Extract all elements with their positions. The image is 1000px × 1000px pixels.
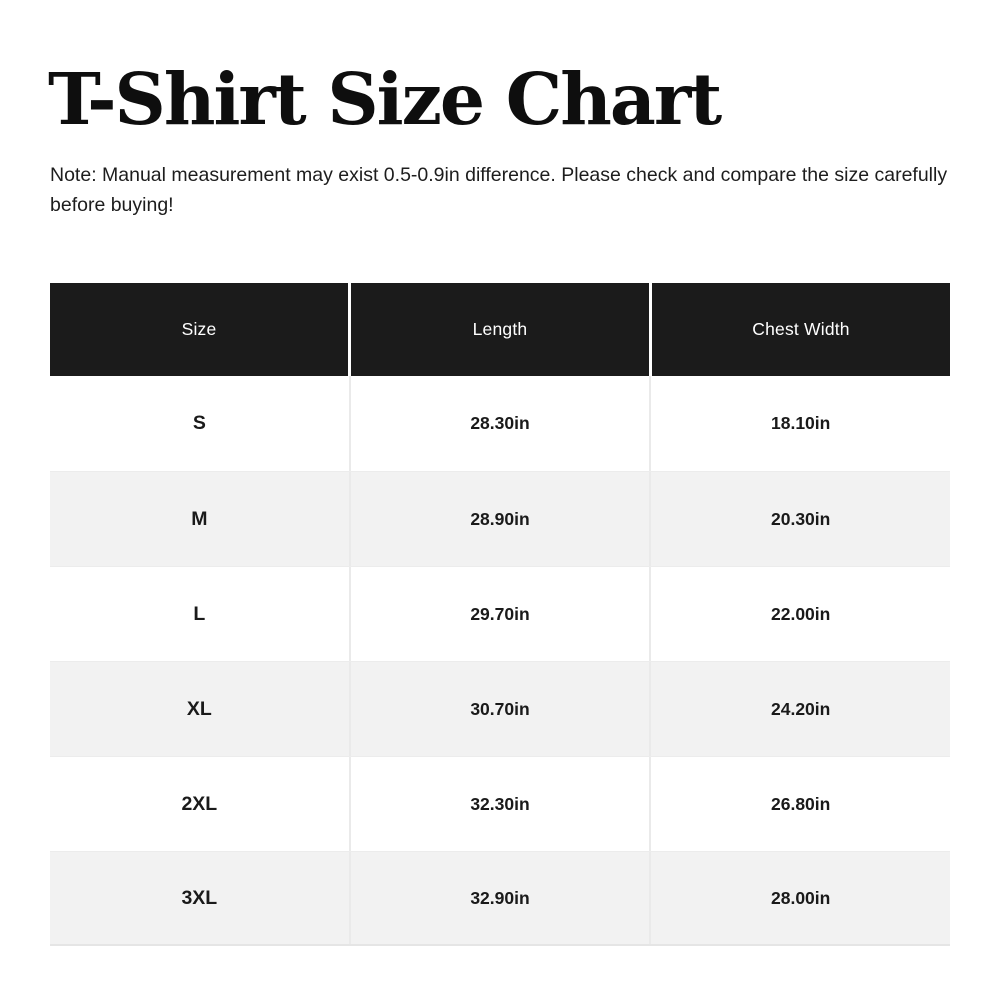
cell-chest-width: 22.00in (649, 567, 950, 661)
cell-size: 2XL (181, 792, 218, 815)
cell-chest-width: 20.30in (649, 472, 950, 566)
cell-size: L (193, 602, 206, 625)
cell-chest-width: 24.20in (649, 662, 950, 756)
cell-chest-width: 26.80in (649, 757, 950, 851)
cell-length: 30.70in (348, 662, 650, 756)
table-row-xl: XL 30.70in 24.20in (50, 661, 950, 756)
table-row-s: S 28.30in 18.10in (50, 376, 950, 471)
header-cell-chest-width: Chest Width (652, 283, 950, 376)
cell-length: 28.90in (348, 472, 650, 566)
cell-size: M (191, 507, 208, 530)
table-body: S 28.30in 18.10in M 28.90in 20.30in L 29… (50, 376, 950, 946)
page-title: T-Shirt Size Chart (48, 57, 722, 141)
cell-size: S (192, 412, 206, 434)
cell-chest-width: 28.00in (649, 852, 950, 944)
table-row-2xl: 2XL 32.30in 26.80in (50, 756, 950, 851)
cell-length: 28.30in (348, 376, 650, 471)
header-cell-length: Length (351, 283, 649, 376)
cell-length: 32.30in (348, 757, 650, 851)
cell-length: 29.70in (348, 567, 650, 661)
table-row-m: M 28.90in 20.30in (50, 471, 950, 566)
table-row-3xl: 3XL 32.90in 28.00in (50, 851, 950, 946)
table-header-row: Size Length Chest Width (50, 283, 950, 376)
cell-size: XL (186, 697, 212, 720)
cell-chest-width: 18.10in (649, 376, 950, 471)
table-row-l: L 29.70in 22.00in (50, 566, 950, 661)
note-text: Note: Manual measurement may exist 0.5-0… (50, 164, 948, 216)
cell-size: 3XL (181, 886, 218, 909)
cell-length: 32.90in (348, 852, 650, 944)
size-chart-table: Size Length Chest Width S 28.30in 18.10i… (50, 283, 950, 946)
header-cell-size: Size (50, 283, 348, 376)
